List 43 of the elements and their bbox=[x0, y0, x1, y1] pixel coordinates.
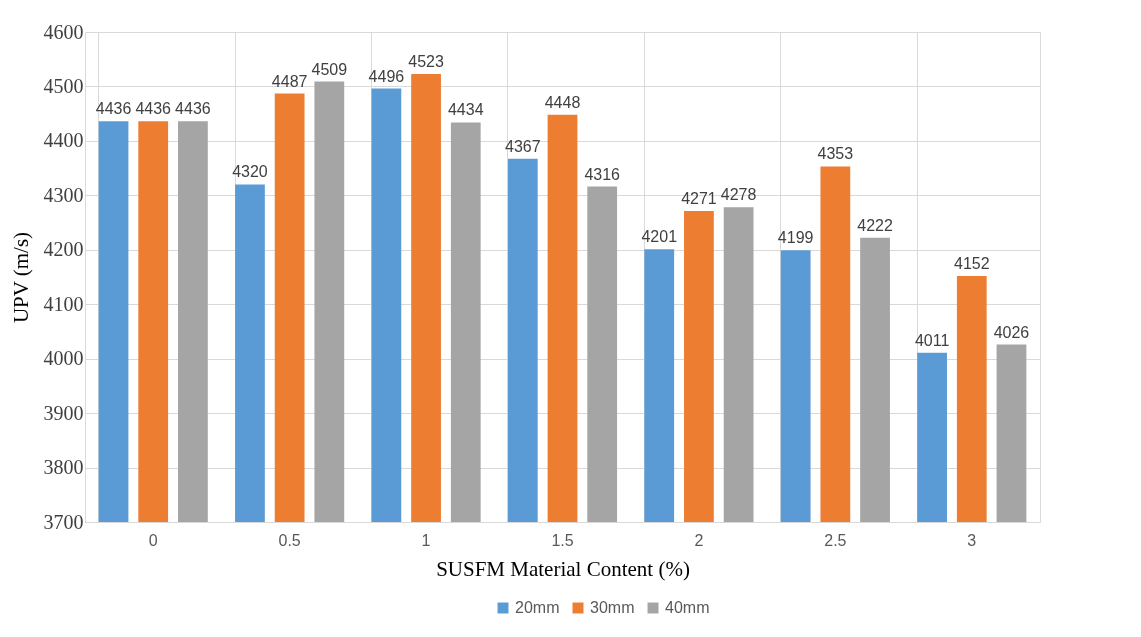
legend-label: 20mm bbox=[515, 599, 560, 616]
x-tick-label: 0 bbox=[148, 531, 158, 549]
data-label: 4222 bbox=[857, 216, 893, 234]
legend-label: 30mm bbox=[590, 599, 635, 616]
x-tick-label: 1.5 bbox=[551, 531, 574, 549]
x-tick-label: 1 bbox=[421, 531, 431, 549]
legend-label: 40mm bbox=[665, 599, 710, 616]
data-label: 4367 bbox=[505, 137, 541, 155]
y-tick-label: 4200 bbox=[43, 238, 84, 261]
y-axis-title: UPV (m/s) bbox=[8, 231, 33, 324]
data-label: 4523 bbox=[408, 52, 444, 70]
y-tick-label: 4600 bbox=[43, 20, 84, 43]
x-tick-label: 2.5 bbox=[824, 531, 847, 549]
y-tick-label: 4100 bbox=[43, 292, 84, 315]
data-label: 4320 bbox=[232, 163, 268, 181]
x-axis-title: SUSFM Material Content (%) bbox=[436, 556, 690, 581]
y-tick-label: 3800 bbox=[43, 456, 84, 479]
data-label: 4436 bbox=[95, 100, 132, 118]
data-label: 4434 bbox=[447, 101, 484, 119]
data-label: 4448 bbox=[544, 93, 581, 111]
data-label: 4436 bbox=[135, 100, 172, 118]
data-label: 4487 bbox=[271, 72, 308, 90]
y-tick-label: 3900 bbox=[43, 401, 84, 424]
y-tick-label: 4300 bbox=[43, 183, 84, 206]
x-tick-label: 0.5 bbox=[278, 531, 301, 549]
x-tick-label: 3 bbox=[967, 531, 977, 549]
data-label: 4353 bbox=[817, 145, 854, 163]
data-label: 4011 bbox=[914, 331, 950, 349]
y-tick-label: 4000 bbox=[43, 347, 84, 370]
data-label: 4316 bbox=[584, 165, 621, 183]
data-label: 4496 bbox=[368, 67, 405, 85]
data-label: 4152 bbox=[953, 254, 990, 272]
data-label: 4201 bbox=[641, 228, 678, 246]
data-label: 4026 bbox=[993, 323, 1030, 341]
y-tick-label: 3700 bbox=[43, 510, 84, 533]
y-tick-label: 4500 bbox=[43, 74, 84, 97]
data-label: 4278 bbox=[720, 186, 757, 204]
y-tick-label: 4400 bbox=[43, 129, 84, 152]
x-tick-label: 2 bbox=[694, 531, 704, 549]
data-label: 4436 bbox=[175, 100, 211, 118]
data-label: 4509 bbox=[311, 60, 348, 78]
data-label: 4271 bbox=[681, 190, 717, 208]
data-label: 4199 bbox=[777, 229, 814, 247]
